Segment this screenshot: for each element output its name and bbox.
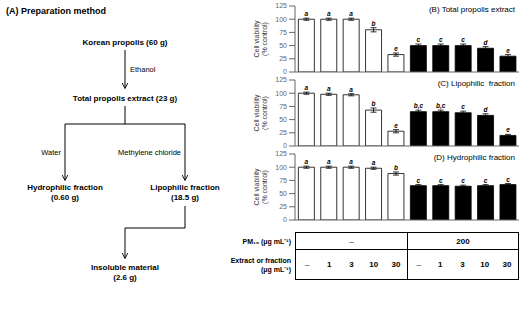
svg-text:Cell viability(% control): Cell viability(% control) <box>253 168 269 205</box>
svg-text:100: 100 <box>275 16 287 23</box>
svg-text:Hydrophilic fraction(0.60 g): Hydrophilic fraction(0.60 g) <box>27 183 103 202</box>
svg-text:75: 75 <box>279 29 287 36</box>
html-text:10: 10 <box>369 260 379 269</box>
svg-text:Ethanol: Ethanol <box>130 65 156 74</box>
html-text:30: 30 <box>502 260 512 269</box>
svg-text:Insoluble material(2.6 g): Insoluble material(2.6 g) <box>91 263 159 282</box>
svg-text:c: c <box>439 177 443 184</box>
svg-text:e: e <box>394 45 398 52</box>
svg-text:e: e <box>506 126 510 133</box>
html-text:10: 10 <box>480 260 490 269</box>
svg-text:Water: Water <box>41 148 61 157</box>
html-text:30: 30 <box>391 260 401 269</box>
svg-text:b: b <box>394 164 398 171</box>
svg-text:75: 75 <box>279 103 287 110</box>
svg-text:c: c <box>484 177 488 184</box>
svg-text:c: c <box>506 176 510 183</box>
html-text:1: 1 <box>327 260 332 269</box>
svg-text:e: e <box>394 122 398 129</box>
svg-text:50: 50 <box>279 42 287 49</box>
svg-text:a: a <box>327 158 331 165</box>
svg-text:0: 0 <box>283 142 287 149</box>
svg-text:25: 25 <box>279 203 287 210</box>
html-text:(C) Lipophilic fraction: (C) Lipophilic fraction <box>437 79 515 88</box>
svg-text:Korean propolis (60 g): Korean propolis (60 g) <box>83 38 168 47</box>
svg-text:a: a <box>327 85 331 92</box>
svg-text:0: 0 <box>283 216 287 223</box>
svg-text:c: c <box>417 36 421 43</box>
html-text:(B) Total propolis extract: (B) Total propolis extract <box>428 5 515 14</box>
svg-text:Cell viability(% control): Cell viability(% control) <box>253 20 269 57</box>
svg-text:a: a <box>305 10 309 17</box>
svg-text:b: b <box>372 100 376 107</box>
svg-text:a: a <box>349 10 353 17</box>
svg-text:b: b <box>372 20 376 27</box>
svg-text:Lipophilic fraction(18.5 g): Lipophilic fraction(18.5 g) <box>150 183 219 202</box>
svg-text:a: a <box>305 158 309 165</box>
html-text:1: 1 <box>438 260 443 269</box>
svg-text:100: 100 <box>275 90 287 97</box>
svg-text:25: 25 <box>279 129 287 136</box>
html-text:(D) Hydrophilic fraction: (D) Hydrophilic fraction <box>433 153 515 162</box>
svg-text:125: 125 <box>275 76 287 83</box>
svg-text:d: d <box>484 106 489 113</box>
svg-text:b,c: b,c <box>436 102 446 110</box>
svg-text:d: d <box>484 39 489 46</box>
svg-text:125: 125 <box>275 150 287 157</box>
svg-text:a: a <box>349 86 353 93</box>
svg-text:50: 50 <box>279 190 287 197</box>
html-text:3: 3 <box>460 260 465 269</box>
svg-text:a: a <box>372 159 376 166</box>
svg-text:Methylene chloride: Methylene chloride <box>118 148 181 157</box>
svg-text:a: a <box>327 10 331 17</box>
svg-text:125: 125 <box>275 2 287 9</box>
svg-text:Cell viability(% control): Cell viability(% control) <box>253 94 269 131</box>
svg-text:75: 75 <box>279 177 287 184</box>
svg-text:25: 25 <box>279 55 287 62</box>
svg-text:c: c <box>461 103 465 110</box>
svg-text:c: c <box>461 36 465 43</box>
svg-text:c: c <box>461 177 465 184</box>
svg-text:e: e <box>506 47 510 54</box>
svg-text:c: c <box>417 177 421 184</box>
svg-text:c: c <box>439 36 443 43</box>
svg-text:(A) Preparation method: (A) Preparation method <box>8 6 106 16</box>
svg-text:50: 50 <box>279 116 287 123</box>
svg-text:Total propolis extract (23 g): Total propolis extract (23 g) <box>73 94 178 103</box>
svg-text:b,c: b,c <box>414 102 424 110</box>
svg-text:0: 0 <box>283 68 287 75</box>
html-text:PM₁₀ (μg mL⁻¹): PM₁₀ (μg mL⁻¹) <box>242 237 291 245</box>
html-text:200: 200 <box>456 236 470 246</box>
svg-text:a: a <box>349 158 353 165</box>
svg-text:100: 100 <box>275 164 287 171</box>
html-text:3: 3 <box>349 260 354 269</box>
html-text:Extract or fraction (μg mL⁻¹): Extract or fraction (μg mL⁻¹) <box>230 257 291 273</box>
svg-text:a: a <box>305 84 309 91</box>
